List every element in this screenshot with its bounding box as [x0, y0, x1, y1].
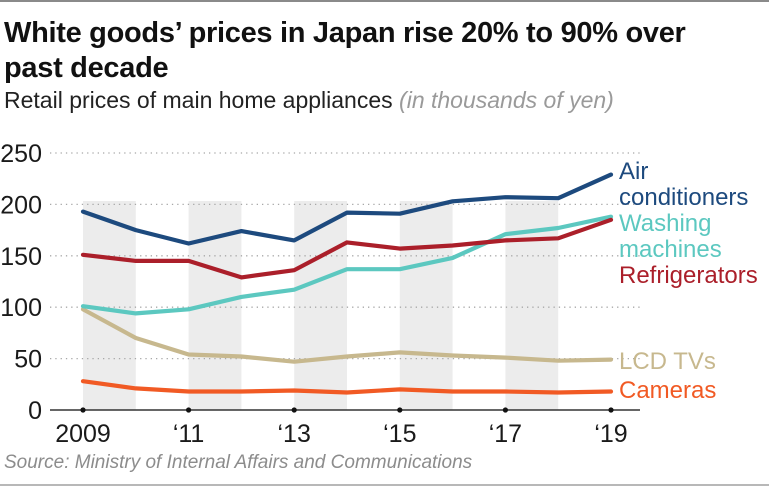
x-tick-label: ‘15 [383, 420, 416, 448]
shaded-band [505, 201, 559, 410]
series-label-washing-machines: machines [619, 236, 722, 263]
chart-title: White goods’ prices in Japan rise 20% to… [4, 17, 686, 84]
series-label-lcd-tvs: LCD TVs [619, 348, 716, 375]
x-tick-label: ‘17 [489, 420, 522, 448]
source-note: Source: Ministry of Internal Affairs and… [4, 452, 473, 473]
x-tick-label: 2009 [55, 420, 111, 448]
x-tick-dot [397, 407, 403, 413]
shaded-band [399, 201, 453, 410]
x-axis: 2009 ‘11 ‘13 ‘15 ‘17 ‘19 [50, 407, 640, 448]
subtitle-unit: (in thousands of yen) [399, 87, 614, 113]
bottom-rule [0, 484, 769, 486]
top-rule [0, 0, 769, 2]
series-label-washing-machines: Washing [619, 210, 711, 237]
shaded-bands [83, 201, 559, 410]
x-tick-dot [502, 407, 508, 413]
subtitle-text: Retail prices of main home appliances [4, 87, 393, 113]
x-tick-dot [80, 407, 86, 413]
series-line-washing-machines [80, 214, 614, 316]
x-tick-dot [608, 407, 614, 413]
series-label-cameras: Cameras [619, 377, 716, 404]
x-tick-label: ‘11 [173, 420, 205, 448]
x-tick-dot [291, 407, 297, 413]
y-tick-label: 250 [0, 140, 42, 168]
y-axis: 0 50 100 150 200 250 [0, 140, 42, 425]
y-tick-label: 150 [0, 243, 42, 271]
shaded-band [294, 201, 347, 410]
chart-subtitle: Retail prices of main home appliances (i… [4, 86, 614, 114]
x-tick-label: ‘13 [278, 420, 311, 448]
series-label-air-conditioners: Air [619, 158, 648, 185]
series-labels: AirconditionersWashingmachinesRefrigerat… [619, 158, 758, 404]
series-line-refrigerators [80, 217, 614, 280]
series-label-air-conditioners: conditioners [619, 184, 748, 211]
y-tick-label: 200 [0, 191, 42, 219]
series-line-air-conditioners [80, 172, 614, 246]
series-lines [80, 172, 614, 395]
x-tick-label: ‘19 [594, 420, 627, 448]
series-label-refrigerators: Refrigerators [619, 262, 758, 289]
y-tick-label: 50 [14, 346, 42, 374]
y-tick-label: 0 [28, 397, 42, 425]
series-line-lcd-tvs [80, 307, 614, 364]
series-line-cameras [80, 379, 614, 395]
y-tick-label: 100 [0, 294, 42, 322]
x-tick-dot [186, 407, 192, 413]
